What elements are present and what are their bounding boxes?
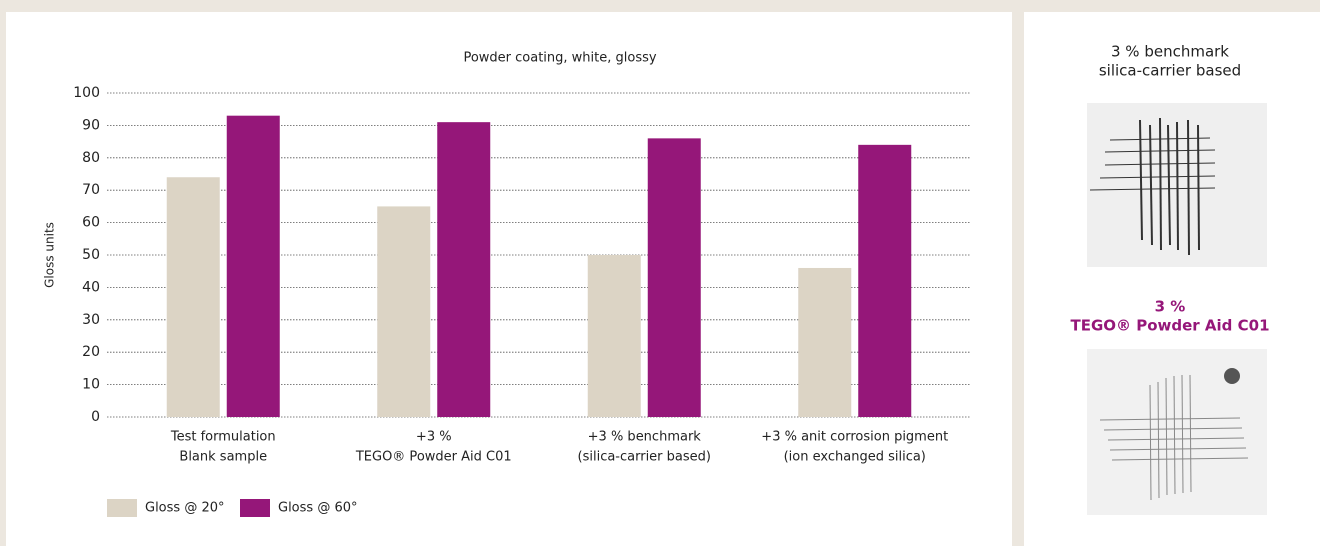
- y-axis-label: Gloss units: [43, 222, 57, 288]
- y-tick-label: 20: [82, 344, 100, 360]
- chart-title: Powder coating, white, glossy: [463, 51, 656, 66]
- x-tick-label: TEGO® Powder Aid C01: [355, 450, 512, 465]
- y-tick-label: 70: [82, 182, 100, 198]
- bar: [647, 138, 701, 418]
- x-tick-label: (ion exchanged silica): [784, 450, 926, 465]
- image-caption: 3 % benchmark: [1111, 43, 1229, 61]
- y-tick-label: 60: [82, 215, 100, 231]
- x-tick-label: (silica-carrier based): [578, 450, 711, 465]
- x-tick-label: +3 %: [416, 430, 452, 445]
- legend-label: Gloss @ 20°: [145, 501, 225, 516]
- x-tick-label: +3 % benchmark: [588, 430, 702, 445]
- bar: [437, 122, 491, 417]
- x-tick-label: +3 % anit corrosion pigment: [761, 430, 948, 445]
- y-tick-label: 40: [82, 279, 100, 295]
- y-tick-label: 100: [73, 85, 100, 101]
- image-caption: silica-carrier based: [1099, 62, 1241, 80]
- bar: [798, 267, 852, 417]
- bar: [226, 115, 280, 418]
- y-tick-label: 0: [91, 409, 100, 425]
- scratch-lines: [1099, 374, 1249, 501]
- bar: [858, 144, 912, 417]
- image-bg: [1087, 349, 1267, 515]
- bar: [377, 206, 431, 417]
- x-tick-label: Test formulation: [170, 430, 276, 445]
- image-spot: [1224, 368, 1240, 384]
- y-tick-label: 80: [82, 150, 100, 166]
- y-tick-label: 90: [82, 117, 100, 133]
- image-caption: TEGO® Powder Aid C01: [1070, 317, 1269, 335]
- x-tick-label: Blank sample: [179, 450, 267, 465]
- scratch-lines: [1089, 117, 1216, 256]
- image-caption: 3 %: [1155, 298, 1186, 316]
- legend-swatch: [240, 499, 270, 517]
- legend-label: Gloss @ 60°: [278, 501, 358, 516]
- bar: [166, 177, 220, 417]
- sample-image: [1087, 349, 1267, 515]
- y-tick-label: 50: [82, 247, 100, 263]
- y-tick-label: 30: [82, 312, 100, 328]
- y-tick-label: 10: [82, 377, 100, 393]
- sample-image: [1087, 103, 1267, 267]
- legend-swatch: [107, 499, 137, 517]
- bar: [587, 255, 641, 417]
